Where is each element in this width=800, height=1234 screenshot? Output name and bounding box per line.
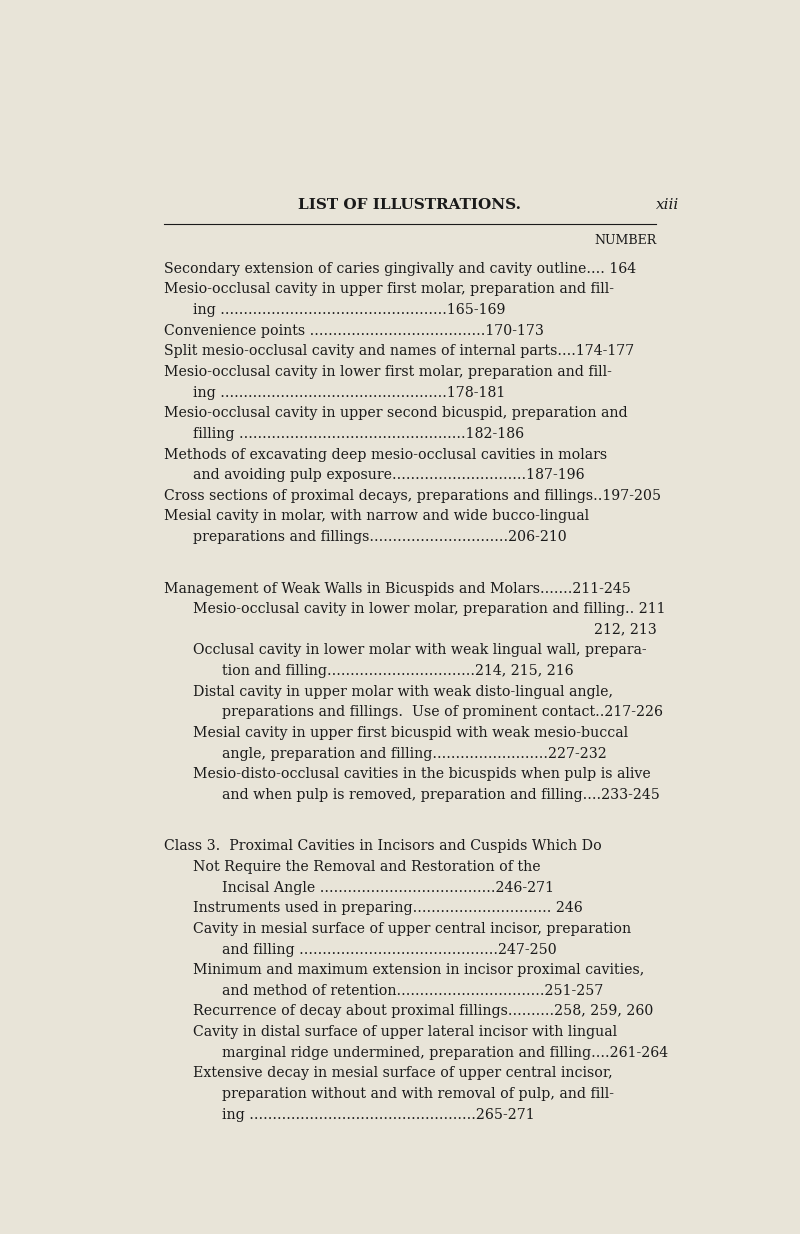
- Text: and filling ...........................................247-250: and filling ............................…: [222, 943, 558, 956]
- Text: xiii: xiii: [657, 197, 680, 212]
- Text: Class 3.  Proximal Cavities in Incisors and Cuspids Which Do: Class 3. Proximal Cavities in Incisors a…: [163, 839, 602, 854]
- Text: Management of Weak Walls in Bicuspids and Molars.......211-245: Management of Weak Walls in Bicuspids an…: [163, 581, 630, 596]
- Text: ing .................................................165-169: ing ....................................…: [193, 304, 506, 317]
- Text: and when pulp is removed, preparation and filling....233-245: and when pulp is removed, preparation an…: [222, 787, 660, 802]
- Text: Mesio-occlusal cavity in lower molar, preparation and filling.. 211: Mesio-occlusal cavity in lower molar, pr…: [193, 602, 666, 616]
- Text: Minimum and maximum extension in incisor proximal cavities,: Minimum and maximum extension in incisor…: [193, 963, 644, 977]
- Text: angle, preparation and filling.........................227-232: angle, preparation and filling..........…: [222, 747, 607, 760]
- Text: ing .................................................178-181: ing ....................................…: [193, 386, 506, 400]
- Text: Not Require the Removal and Restoration of the: Not Require the Removal and Restoration …: [193, 860, 541, 874]
- Text: marginal ridge undermined, preparation and filling....261-264: marginal ridge undermined, preparation a…: [222, 1045, 669, 1060]
- Text: Mesio-disto-occlusal cavities in the bicuspids when pulp is alive: Mesio-disto-occlusal cavities in the bic…: [193, 768, 650, 781]
- Text: NUMBER: NUMBER: [594, 233, 657, 247]
- Text: Mesial cavity in molar, with narrow and wide bucco-lingual: Mesial cavity in molar, with narrow and …: [163, 510, 589, 523]
- Text: preparation without and with removal of pulp, and fill-: preparation without and with removal of …: [222, 1087, 614, 1101]
- Text: Mesio-occlusal cavity in lower first molar, preparation and fill-: Mesio-occlusal cavity in lower first mol…: [163, 365, 611, 379]
- Text: and method of retention................................251-257: and method of retention.................…: [222, 983, 604, 998]
- Text: Secondary extension of caries gingivally and cavity outline.... 164: Secondary extension of caries gingivally…: [163, 262, 636, 276]
- Text: Split mesio-occlusal cavity and names of internal parts....174-177: Split mesio-occlusal cavity and names of…: [163, 344, 634, 358]
- Text: Methods of excavating deep mesio-occlusal cavities in molars: Methods of excavating deep mesio-occlusa…: [163, 448, 606, 462]
- Text: Recurrence of decay about proximal fillings..........258, 259, 260: Recurrence of decay about proximal filli…: [193, 1004, 654, 1018]
- Text: Cross sections of proximal decays, preparations and fillings..197-205: Cross sections of proximal decays, prepa…: [163, 489, 661, 502]
- Text: and avoiding pulp exposure.............................187-196: and avoiding pulp exposure..............…: [193, 468, 585, 482]
- Text: Convenience points ......................................170-173: Convenience points .....................…: [163, 323, 543, 338]
- Text: Incisal Angle ......................................246-271: Incisal Angle ..........................…: [222, 881, 554, 895]
- Text: Cavity in distal surface of upper lateral incisor with lingual: Cavity in distal surface of upper latera…: [193, 1025, 617, 1039]
- Text: Mesial cavity in upper first bicuspid with weak mesio-buccal: Mesial cavity in upper first bicuspid wi…: [193, 726, 628, 740]
- Text: LIST OF ILLUSTRATIONS.: LIST OF ILLUSTRATIONS.: [298, 197, 522, 212]
- Text: preparations and fillings.  Use of prominent contact..217-226: preparations and fillings. Use of promin…: [222, 706, 663, 719]
- Text: ing .................................................265-271: ing ....................................…: [222, 1108, 535, 1122]
- Text: 212, 213: 212, 213: [594, 623, 657, 637]
- Text: Distal cavity in upper molar with weak disto-lingual angle,: Distal cavity in upper molar with weak d…: [193, 685, 613, 698]
- Text: filling .................................................182-186: filling ................................…: [193, 427, 524, 441]
- Text: preparations and fillings..............................206-210: preparations and fillings...............…: [193, 531, 566, 544]
- Text: Occlusal cavity in lower molar with weak lingual wall, prepara-: Occlusal cavity in lower molar with weak…: [193, 643, 646, 658]
- Text: Extensive decay in mesial surface of upper central incisor,: Extensive decay in mesial surface of upp…: [193, 1066, 613, 1080]
- Text: tion and filling................................214, 215, 216: tion and filling........................…: [222, 664, 574, 677]
- Text: Cavity in mesial surface of upper central incisor, preparation: Cavity in mesial surface of upper centra…: [193, 922, 631, 935]
- Text: Mesio-occlusal cavity in upper second bicuspid, preparation and: Mesio-occlusal cavity in upper second bi…: [163, 406, 627, 421]
- Text: Mesio-occlusal cavity in upper first molar, preparation and fill-: Mesio-occlusal cavity in upper first mol…: [163, 283, 614, 296]
- Text: Instruments used in preparing.............................. 246: Instruments used in preparing...........…: [193, 901, 582, 916]
